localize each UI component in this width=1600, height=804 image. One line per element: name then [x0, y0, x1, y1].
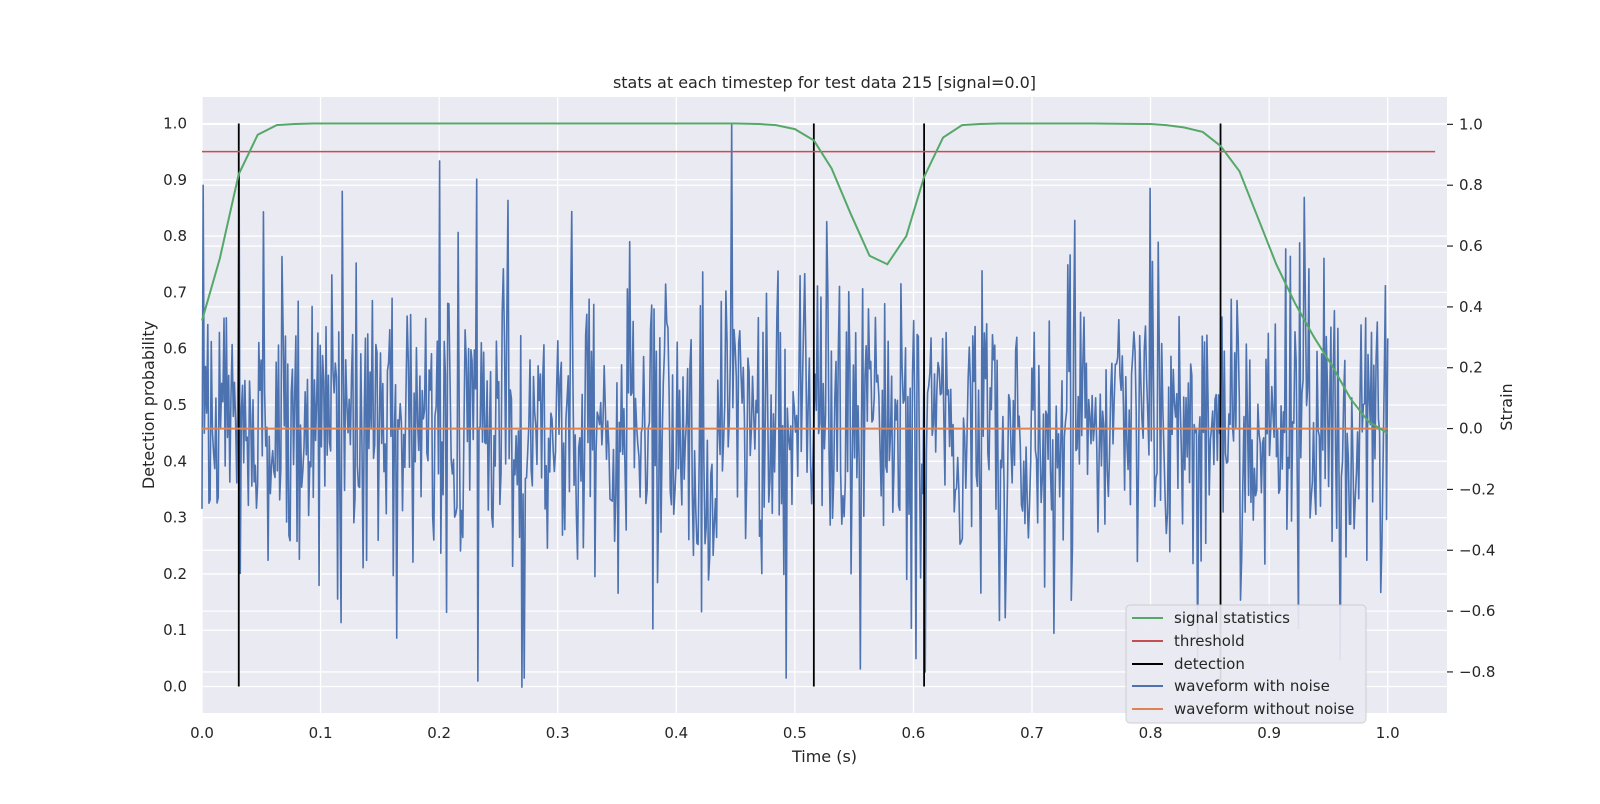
y-right-tick-label: 0.2	[1459, 359, 1483, 377]
y-tick-label: 0.1	[163, 621, 187, 639]
x-tick-label: 0.6	[901, 724, 925, 742]
y-tick-label: 0.6	[163, 340, 187, 358]
ticks: 0.0 0.1 0.2 0.3 0.4 0.5 0.6 0.7 0.8 0.9 1.0 0.0 0.1 0…	[163, 114, 1495, 742]
waveform-with-noise-line	[201, 123, 1389, 688]
y-tick-label: 0.8	[163, 227, 187, 245]
x-tick-label: 0.4	[664, 724, 688, 742]
y-right-tick-label: 0.6	[1459, 237, 1483, 255]
y-tick-label: 0.2	[163, 565, 187, 583]
x-tick-label: 1.0	[1376, 724, 1400, 742]
legend-label-clean: waveform without noise	[1174, 700, 1354, 718]
y-tick-label: 0.5	[163, 396, 187, 414]
x-tick-label: 0.1	[309, 724, 333, 742]
legend-label-threshold: threshold	[1174, 632, 1245, 650]
y-axis-label: Detection probability	[139, 321, 158, 489]
legend-label-signal: signal statistics	[1174, 609, 1290, 627]
y-right-tick-label: 0.8	[1459, 176, 1483, 194]
y-right-tick-label: −0.2	[1459, 480, 1495, 498]
y-tick-label: 0.7	[163, 283, 187, 301]
legend-label-noise: waveform with noise	[1174, 677, 1330, 695]
x-tick-label: 0.0	[190, 724, 214, 742]
y-right-tick-label: −0.4	[1459, 541, 1495, 559]
x-tick-label: 0.3	[546, 724, 570, 742]
y-right-tick-label: 0.0	[1459, 420, 1483, 438]
y-tick-label: 0.9	[163, 171, 187, 189]
y-right-axis-label: Strain	[1497, 383, 1516, 430]
series-layer	[201, 122, 1436, 688]
x-tick-label: 0.8	[1139, 724, 1163, 742]
y-right-tick-label: 0.4	[1459, 298, 1483, 316]
legend-label-detection: detection	[1174, 655, 1245, 673]
x-axis-label: Time (s)	[791, 747, 857, 766]
x-tick-label: 0.9	[1257, 724, 1281, 742]
x-tick-label: 0.7	[1020, 724, 1044, 742]
y-right-tick-label: 1.0	[1459, 115, 1483, 133]
y-tick-label: 0.0	[163, 678, 187, 696]
x-tick-label: 0.5	[783, 724, 807, 742]
y-tick-label: 1.0	[163, 114, 187, 132]
legend: signal statistics threshold detection wa…	[1125, 604, 1367, 724]
y-right-tick-label: −0.8	[1459, 663, 1495, 681]
x-tick-label: 0.2	[427, 724, 451, 742]
y-right-tick-label: −0.6	[1459, 602, 1495, 620]
y-tick-label: 0.4	[163, 452, 187, 470]
legend-box	[1125, 604, 1367, 724]
signal-statistics-line	[201, 122, 1389, 435]
y-tick-label: 0.3	[163, 509, 187, 527]
chart-title: stats at each timestep for test data 215…	[613, 73, 1036, 92]
